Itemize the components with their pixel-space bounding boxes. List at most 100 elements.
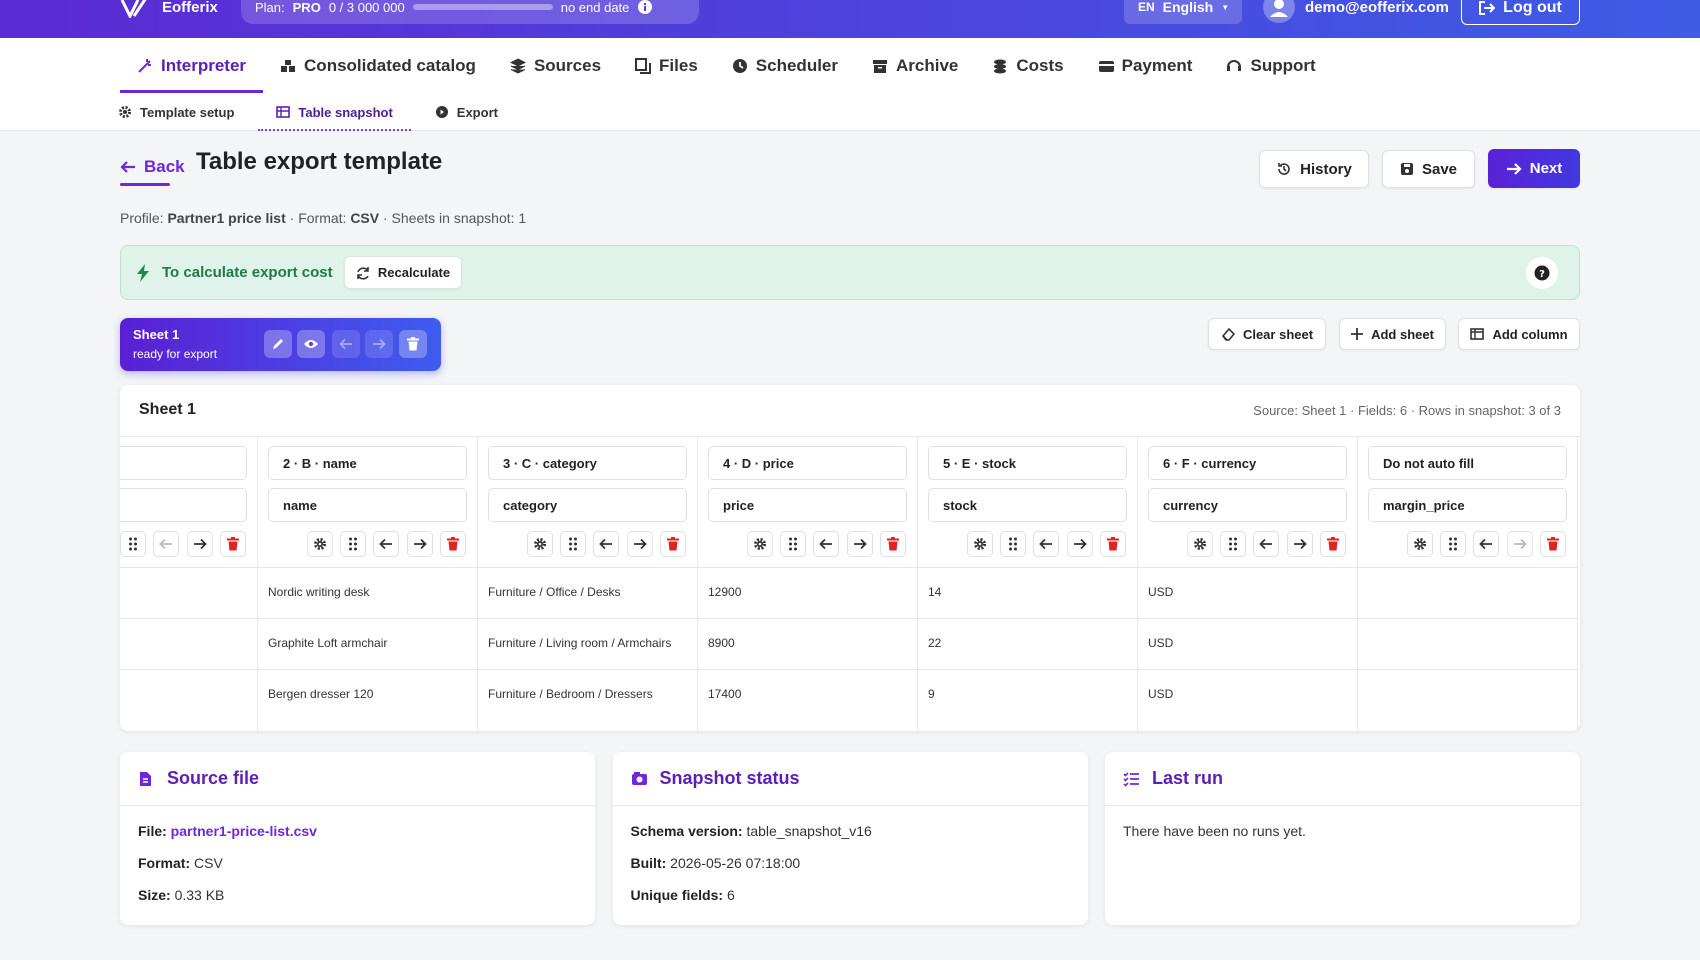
right-button[interactable] xyxy=(1067,531,1093,557)
line-value[interactable]: partner1-price-list.csv xyxy=(170,823,317,839)
nav-tab[interactable]: Support xyxy=(1209,38,1332,93)
save-button[interactable]: Save xyxy=(1382,150,1475,188)
add-column-button[interactable]: Add column xyxy=(1458,318,1580,350)
column-header[interactable]: 4 · D · price xyxy=(708,446,907,480)
history-button[interactable]: History xyxy=(1259,150,1369,188)
nav-tab[interactable]: Sources xyxy=(493,38,618,93)
left-button[interactable] xyxy=(593,531,619,557)
nav-tab[interactable]: Files xyxy=(618,38,715,93)
table-cell: USD xyxy=(1138,618,1358,669)
left-button[interactable] xyxy=(1033,531,1059,557)
column-header[interactable]: 6 · F · currency xyxy=(1148,446,1347,480)
right-button[interactable] xyxy=(407,531,433,557)
nav-icon xyxy=(509,57,526,74)
sheet-tab[interactable]: Sheet 1 ready for export xyxy=(120,318,441,371)
column-field[interactable]: margin_price xyxy=(1368,488,1567,522)
sub-tab[interactable]: Export xyxy=(435,93,516,131)
language-select[interactable]: EN English ▼ xyxy=(1124,0,1242,24)
right-icon xyxy=(1074,538,1087,550)
nav-tab-label: Consolidated catalog xyxy=(304,55,476,75)
nav-tab-label: Interpreter xyxy=(161,55,247,75)
table-cell: 22 xyxy=(918,618,1138,669)
gear-button[interactable] xyxy=(967,531,993,557)
right-button[interactable] xyxy=(1287,531,1313,557)
column-field[interactable]: price xyxy=(708,488,907,522)
trash-button[interactable] xyxy=(220,531,246,557)
meta-line: Profile: Partner1 price list · Format: C… xyxy=(120,210,526,226)
right-button[interactable] xyxy=(187,531,213,557)
table-card: Sheet 1 Source: Sheet 1 · Fields: 6 · Ro… xyxy=(120,385,1580,731)
column-header[interactable]: Do not auto fill xyxy=(1368,446,1567,480)
sub-tab[interactable]: Template setup xyxy=(118,93,252,131)
format-label: · Format: xyxy=(289,210,347,226)
help-button[interactable]: ? xyxy=(1525,256,1559,290)
drag-button[interactable] xyxy=(1440,531,1466,557)
column-header[interactable]: 5 · E · stock xyxy=(928,446,1127,480)
right-button[interactable] xyxy=(627,531,653,557)
trash-button[interactable] xyxy=(880,531,906,557)
right-button[interactable] xyxy=(847,531,873,557)
table-cell: Furniture / Living room / Armchairs xyxy=(478,618,698,669)
gear-button[interactable] xyxy=(527,531,553,557)
sheet-tool-button[interactable] xyxy=(264,330,292,358)
sheet-tool-button[interactable] xyxy=(297,330,325,358)
info-icon[interactable] xyxy=(637,0,653,15)
nav-tab[interactable]: Payment xyxy=(1081,38,1210,93)
left-button[interactable] xyxy=(813,531,839,557)
gear-button[interactable] xyxy=(747,531,773,557)
trash-icon xyxy=(667,537,679,551)
gear-button[interactable] xyxy=(1187,531,1213,557)
column-field[interactable]: currency xyxy=(1148,488,1347,522)
drag-button[interactable] xyxy=(340,531,366,557)
trash-button[interactable] xyxy=(1100,531,1126,557)
drag-button[interactable] xyxy=(120,531,146,557)
trash-icon xyxy=(887,537,899,551)
brand[interactable]: Eofferix xyxy=(120,0,218,24)
column-field[interactable] xyxy=(120,488,247,522)
drag-button[interactable] xyxy=(780,531,806,557)
clear-sheet-button[interactable]: Clear sheet xyxy=(1208,318,1326,350)
nav-tab[interactable]: Interpreter xyxy=(120,38,264,93)
column-header[interactable]: 3 · C · category xyxy=(488,446,687,480)
sub-tab[interactable]: Table snapshot xyxy=(258,93,412,131)
trash-button[interactable] xyxy=(1320,531,1346,557)
trash-button[interactable] xyxy=(1540,531,1566,557)
gear-button[interactable] xyxy=(1407,531,1433,557)
trash-button[interactable] xyxy=(660,531,686,557)
add-sheet-button[interactable]: Add sheet xyxy=(1339,318,1446,350)
sheet-tool-button[interactable] xyxy=(399,330,427,358)
left-button[interactable] xyxy=(373,531,399,557)
nav-tab[interactable]: Archive xyxy=(855,38,975,93)
sheet-tool-button[interactable] xyxy=(365,330,393,358)
left-button[interactable] xyxy=(153,531,179,557)
column-header[interactable]: u xyxy=(120,446,247,480)
table-cell xyxy=(1358,669,1578,720)
left-button[interactable] xyxy=(1253,531,1279,557)
gear-button[interactable] xyxy=(307,531,333,557)
card-title: Snapshot status xyxy=(659,768,800,788)
eye-icon xyxy=(304,340,318,348)
drag-button[interactable] xyxy=(560,531,586,557)
next-button[interactable]: Next xyxy=(1488,149,1580,188)
back-link[interactable]: Back xyxy=(120,150,185,184)
logout-button[interactable]: Log out xyxy=(1461,0,1580,25)
left-button[interactable] xyxy=(1473,531,1499,557)
column-field[interactable]: name xyxy=(268,488,467,522)
column-field[interactable]: stock xyxy=(928,488,1127,522)
save-icon xyxy=(1400,163,1413,175)
nav-tab[interactable]: Costs xyxy=(975,38,1080,93)
drag-button[interactable] xyxy=(1220,531,1246,557)
column-header[interactable]: 2 · B · name xyxy=(268,446,467,480)
trash-icon xyxy=(227,537,239,551)
recalculate-button[interactable]: Recalculate xyxy=(344,256,462,289)
column-field[interactable]: category xyxy=(488,488,687,522)
drag-button[interactable] xyxy=(1000,531,1026,557)
table-cell: 14 xyxy=(918,567,1138,618)
nav-tab[interactable]: Consolidated catalog xyxy=(263,38,493,93)
table-cell: Graphite Loft armchair xyxy=(258,618,478,669)
right-button[interactable] xyxy=(1507,531,1533,557)
nav-tab[interactable]: Scheduler xyxy=(715,38,855,93)
sheet-tool-button[interactable] xyxy=(332,330,360,358)
trash-button[interactable] xyxy=(440,531,466,557)
user[interactable]: demo@eofferix.com xyxy=(1263,0,1449,24)
